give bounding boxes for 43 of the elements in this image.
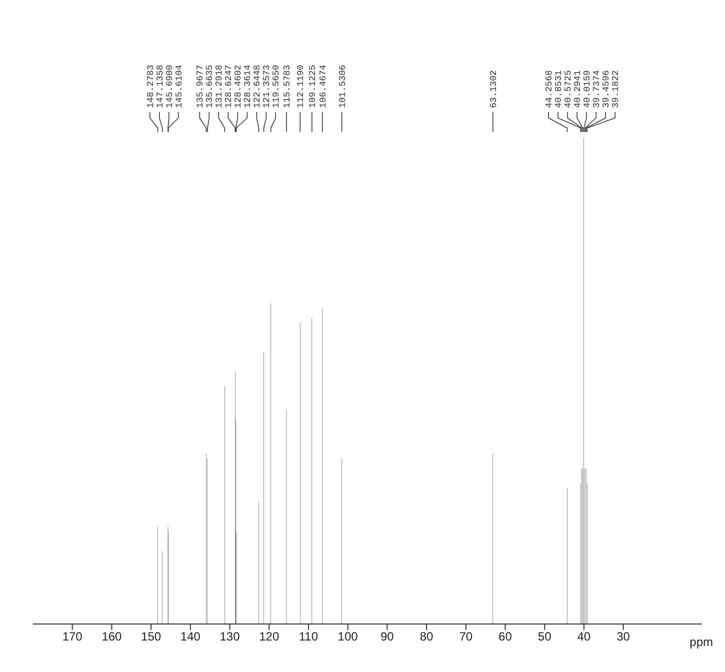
x-tick-label: 170: [62, 630, 83, 644]
annotation: 128.3614: [243, 64, 254, 108]
annotation: 148.2783: [146, 64, 156, 108]
annotation: 44.2568: [544, 70, 555, 108]
annotation: 115.5783: [282, 64, 293, 108]
annotation: 101.5306: [338, 64, 348, 108]
annotation: 121.3573: [262, 64, 272, 108]
annotation: 119.5650: [272, 64, 282, 108]
annotation: 122.6448: [252, 64, 263, 108]
annotation: 40.0159: [582, 70, 593, 108]
annotation: 63.1302: [488, 70, 499, 108]
annotation: 40.2941: [573, 70, 584, 108]
annotation: 145.6104: [174, 64, 184, 108]
annotation: 147.1358: [155, 64, 166, 108]
x-tick-label: 140: [180, 630, 201, 644]
x-axis-title: ppm: [690, 635, 714, 649]
annotation: 135.6635: [205, 64, 216, 108]
annotation: 106.4674: [318, 64, 328, 108]
x-tick-label: 60: [498, 630, 512, 644]
annotation: 39.7374: [592, 70, 602, 108]
annotation: 145.6900: [164, 64, 175, 108]
annotation: 40.8531: [554, 70, 564, 108]
x-tick-label: 70: [459, 630, 473, 644]
annotation: 128.6247: [224, 64, 234, 108]
annotation: 131.2918: [214, 64, 225, 108]
x-tick-label: 80: [420, 630, 434, 644]
x-tick-label: 150: [141, 630, 162, 644]
annotation: 40.5725: [564, 70, 574, 108]
annotation: 39.4596: [602, 70, 612, 108]
x-tick-label: 100: [338, 630, 358, 644]
x-tick-label: 50: [538, 630, 552, 644]
annotation: 128.4602: [234, 64, 244, 108]
x-tick-label: 90: [380, 630, 394, 644]
x-tick-label: 130: [220, 630, 240, 644]
x-tick-label: 40: [577, 630, 591, 644]
annotation: 112.1190: [296, 64, 306, 108]
annotation: 135.9677: [196, 64, 206, 108]
x-tick-label: 30: [616, 630, 630, 644]
annotation: 39.1822: [611, 70, 622, 108]
x-tick-label: 120: [259, 630, 280, 644]
x-tick-label: 160: [102, 630, 122, 644]
x-tick-label: 110: [298, 630, 318, 644]
annotation: 109.1225: [308, 64, 318, 108]
